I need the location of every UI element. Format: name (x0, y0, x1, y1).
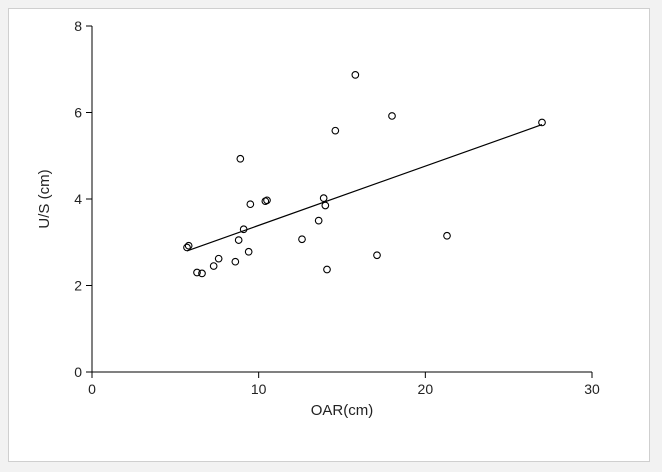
data-point (244, 247, 253, 256)
x-axis-title: OAR(cm) (311, 402, 374, 419)
data-point (323, 265, 331, 274)
data-point (321, 201, 330, 210)
chart-frame: 0 10 20 30 0 2 4 6 8 OAR(cm) U/S (cm) (8, 8, 650, 462)
y-tick-label: 6 (74, 105, 82, 121)
fit-line-group (186, 124, 543, 252)
data-point (388, 112, 396, 120)
y-tick-label: 2 (74, 278, 82, 294)
data-point (319, 194, 328, 202)
data-point (298, 235, 306, 244)
x-tick-label: 10 (251, 381, 267, 397)
data-point (373, 251, 381, 260)
axes: 0 10 20 30 0 2 4 6 8 (74, 18, 600, 397)
data-points (183, 71, 546, 278)
y-tick-label: 0 (74, 364, 82, 380)
data-point (314, 216, 323, 225)
data-point (231, 257, 240, 266)
y-axis-title: U/S (cm) (36, 169, 53, 228)
data-point (443, 231, 451, 240)
data-point (214, 254, 223, 263)
data-point (236, 154, 245, 163)
x-tick-label: 0 (88, 381, 96, 397)
x-tick-label: 20 (418, 381, 434, 397)
data-point (209, 262, 218, 270)
x-tick-label: 30 (584, 381, 600, 397)
data-point (351, 71, 360, 79)
data-point (198, 269, 206, 278)
data-point (239, 225, 248, 234)
data-point (331, 126, 340, 135)
data-point (234, 236, 243, 244)
data-point (193, 268, 201, 277)
data-point (263, 196, 271, 205)
data-point (183, 243, 191, 252)
regression-line (186, 124, 543, 252)
data-point (246, 200, 255, 209)
y-tick-label: 8 (74, 18, 82, 34)
scatter-chart: 0 10 20 30 0 2 4 6 8 OAR(cm) U/S (cm) (36, 18, 600, 419)
y-tick-label: 4 (74, 191, 82, 207)
data-point (184, 241, 193, 250)
data-point (538, 118, 546, 127)
